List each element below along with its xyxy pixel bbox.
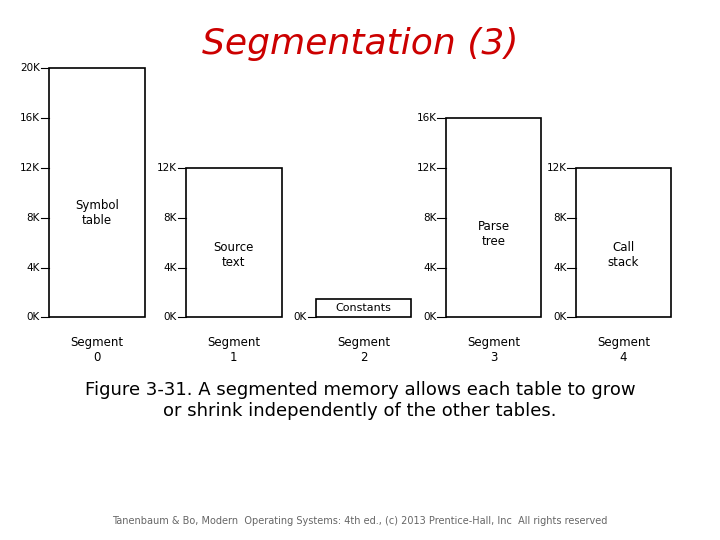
Bar xyxy=(576,168,672,318)
Text: Source
text: Source text xyxy=(213,240,254,268)
Text: 4K: 4K xyxy=(423,262,437,273)
Text: 8K: 8K xyxy=(554,213,567,222)
Text: Segmentation (3): Segmentation (3) xyxy=(202,27,518,61)
Text: Symbol
table: Symbol table xyxy=(75,199,119,227)
Bar xyxy=(49,68,145,318)
Bar xyxy=(186,168,282,318)
Text: or shrink independently of the other tables.: or shrink independently of the other tab… xyxy=(163,402,557,420)
Text: 12K: 12K xyxy=(417,163,437,173)
Text: Parse
tree: Parse tree xyxy=(477,220,510,248)
Text: 4K: 4K xyxy=(554,262,567,273)
Text: 12K: 12K xyxy=(20,163,40,173)
Text: 8K: 8K xyxy=(423,213,437,222)
Text: 20K: 20K xyxy=(20,63,40,73)
Text: 0K: 0K xyxy=(423,312,437,322)
Bar xyxy=(446,118,541,318)
Text: 12K: 12K xyxy=(157,163,177,173)
Text: 4K: 4K xyxy=(163,262,177,273)
Text: Segment
4: Segment 4 xyxy=(597,336,650,364)
Text: 16K: 16K xyxy=(417,113,437,123)
Text: 0K: 0K xyxy=(294,312,307,322)
Text: Segment
1: Segment 1 xyxy=(207,336,260,364)
Text: 0K: 0K xyxy=(554,312,567,322)
Text: Segment
0: Segment 0 xyxy=(71,336,123,364)
Bar xyxy=(316,299,412,318)
Text: Tanenbaum & Bo, Modern  Operating Systems: 4th ed., (c) 2013 Prentice-Hall, Inc : Tanenbaum & Bo, Modern Operating Systems… xyxy=(112,516,608,526)
Text: 16K: 16K xyxy=(20,113,40,123)
Text: 12K: 12K xyxy=(546,163,567,173)
Text: 0K: 0K xyxy=(163,312,177,322)
Text: Segment
3: Segment 3 xyxy=(467,336,520,364)
Text: Segment
2: Segment 2 xyxy=(337,336,390,364)
Text: Constants: Constants xyxy=(336,303,392,313)
Text: 8K: 8K xyxy=(27,213,40,222)
Text: 8K: 8K xyxy=(163,213,177,222)
Text: Figure 3-31. A segmented memory allows each table to grow: Figure 3-31. A segmented memory allows e… xyxy=(85,381,635,399)
Text: 4K: 4K xyxy=(27,262,40,273)
Text: 0K: 0K xyxy=(27,312,40,322)
Text: Call
stack: Call stack xyxy=(608,240,639,268)
